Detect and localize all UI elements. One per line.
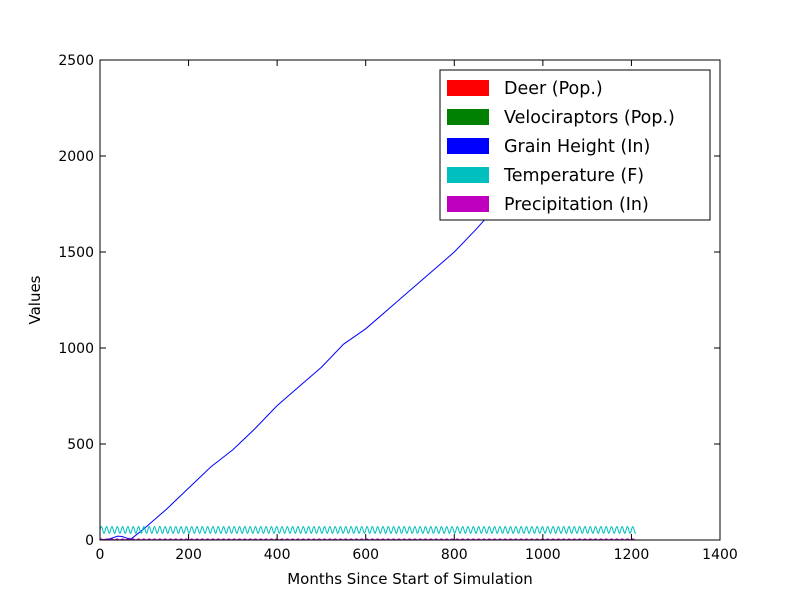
legend-label-temperature-f: Temperature (F) bbox=[503, 166, 644, 186]
legend-swatch-grain-height-in bbox=[447, 138, 489, 154]
x-tick-label: 200 bbox=[175, 547, 202, 563]
x-tick-label: 400 bbox=[264, 547, 291, 563]
legend-label-deer-pop: Deer (Pop.) bbox=[504, 79, 603, 99]
y-tick-label: 2500 bbox=[58, 53, 94, 69]
x-tick-label: 1400 bbox=[702, 547, 738, 563]
plot-frame bbox=[99, 59, 721, 541]
x-tick-label: 800 bbox=[441, 547, 468, 563]
y-tick-label: 2000 bbox=[58, 149, 94, 165]
x-tick-label: 1000 bbox=[525, 547, 561, 563]
legend-label-grain-height-in: Grain Height (In) bbox=[504, 137, 650, 157]
x-tick-label: 600 bbox=[352, 547, 379, 563]
y-axis: 0 500 1000 1500 2000 2500 bbox=[58, 53, 720, 549]
x-axis: 0 200 400 600 800 1000 1200 1400 bbox=[96, 60, 738, 563]
y-tick-label: 1000 bbox=[58, 341, 94, 357]
legend-swatch-deer-pop bbox=[447, 80, 489, 96]
legend-label-velociraptors-pop: Velociraptors (Pop.) bbox=[504, 108, 675, 128]
x-tick-label: 1200 bbox=[614, 547, 650, 563]
x-tick-label: 0 bbox=[96, 547, 105, 563]
legend: Deer (Pop.) Velociraptors (Pop.) Grain Hei… bbox=[439, 69, 711, 221]
legend-swatch-precipitation-in bbox=[447, 196, 489, 212]
legend-swatch-temperature-f bbox=[447, 167, 489, 183]
legend-swatch-velociraptors-pop bbox=[447, 109, 489, 125]
y-tick-label: 1500 bbox=[58, 245, 94, 261]
y-tick-label: 0 bbox=[85, 533, 94, 549]
y-axis-label: Values bbox=[26, 275, 44, 324]
x-axis-label: Months Since Start of Simulation bbox=[287, 570, 533, 588]
legend-label-precipitation-in: Precipitation (In) bbox=[504, 195, 649, 215]
series-line-grain-height-in bbox=[99, 203, 499, 541]
legend-items: Deer (Pop.) Velociraptors (Pop.) Grain Hei… bbox=[447, 79, 675, 215]
y-tick-label: 500 bbox=[67, 437, 94, 453]
series-line-temperature-f bbox=[99, 525, 637, 534]
